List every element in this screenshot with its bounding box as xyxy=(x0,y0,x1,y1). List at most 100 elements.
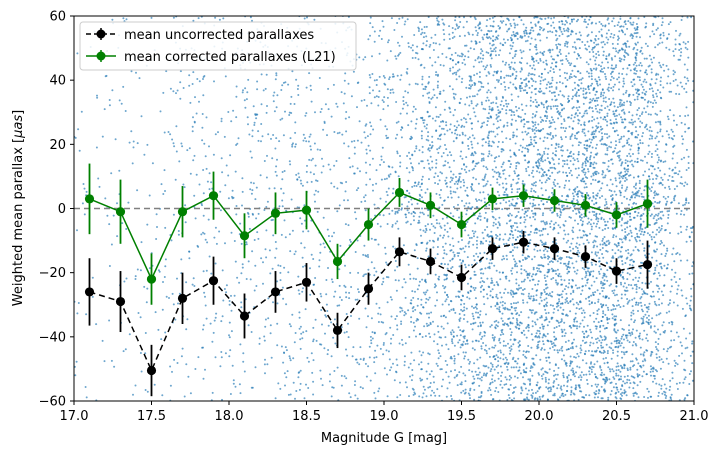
scatter-point xyxy=(409,223,412,226)
scatter-point xyxy=(673,119,675,122)
scatter-point xyxy=(661,17,664,20)
scatter-point xyxy=(357,271,360,274)
scatter-point xyxy=(631,191,634,194)
scatter-point xyxy=(467,358,470,361)
scatter-point xyxy=(601,61,604,64)
scatter-point xyxy=(307,360,310,363)
scatter-point xyxy=(597,392,600,395)
scatter-point xyxy=(146,390,149,393)
scatter-point xyxy=(566,59,569,62)
scatter-point xyxy=(542,203,545,206)
scatter-point xyxy=(384,83,387,86)
scatter-point xyxy=(621,186,623,189)
scatter-point xyxy=(627,252,630,255)
scatter-point xyxy=(570,386,573,389)
scatter-point xyxy=(157,328,160,331)
scatter-point xyxy=(486,234,489,237)
scatter-point xyxy=(343,375,346,378)
scatter-point xyxy=(573,51,576,54)
scatter-point xyxy=(636,248,639,251)
scatter-point xyxy=(647,390,650,393)
scatter-point xyxy=(514,375,516,378)
scatter-point xyxy=(657,159,660,161)
scatter-point xyxy=(470,79,473,82)
scatter-point xyxy=(499,176,502,179)
scatter-point xyxy=(578,243,581,246)
scatter-point xyxy=(560,30,563,33)
scatter-point xyxy=(653,33,656,36)
scatter-point xyxy=(560,394,563,397)
scatter-point xyxy=(596,222,598,225)
scatter-point xyxy=(452,66,454,69)
scatter-point xyxy=(632,387,635,390)
scatter-point xyxy=(357,288,359,291)
scatter-point xyxy=(473,111,476,114)
scatter-point xyxy=(561,349,564,352)
scatter-point xyxy=(437,56,440,59)
scatter-point xyxy=(434,33,437,36)
scatter-point xyxy=(472,154,475,157)
scatter-point xyxy=(638,337,641,340)
scatter-point xyxy=(292,357,295,360)
scatter-point xyxy=(464,380,467,383)
scatter-point xyxy=(603,335,606,338)
scatter-point xyxy=(544,181,547,184)
scatter-point xyxy=(508,397,511,399)
scatter-point xyxy=(678,49,681,51)
scatter-point xyxy=(577,222,579,225)
scatter-point xyxy=(593,391,596,394)
scatter-point xyxy=(674,38,677,41)
scatter-point xyxy=(498,244,501,247)
scatter-point xyxy=(85,313,88,316)
scatter-point xyxy=(657,167,660,169)
scatter-point xyxy=(499,349,502,352)
scatter-point xyxy=(570,174,573,177)
scatter-point xyxy=(364,362,367,365)
scatter-point xyxy=(534,321,536,324)
scatter-point xyxy=(490,277,493,280)
scatter-point xyxy=(506,121,509,124)
scatter-point xyxy=(553,308,556,310)
scatter-point xyxy=(275,137,278,140)
scatter-point xyxy=(644,155,646,158)
scatter-point xyxy=(362,357,365,360)
scatter-point xyxy=(501,141,504,144)
scatter-point xyxy=(529,96,532,99)
scatter-point xyxy=(619,370,622,373)
scatter-point xyxy=(404,20,407,23)
scatter-point xyxy=(518,366,521,369)
scatter-point xyxy=(198,183,201,186)
scatter-point xyxy=(434,257,437,260)
scatter-point xyxy=(353,146,356,149)
scatter-point xyxy=(428,91,431,94)
scatter-point xyxy=(313,142,316,145)
scatter-point xyxy=(560,211,563,214)
scatter-point xyxy=(280,345,283,348)
scatter-point xyxy=(247,260,250,263)
scatter-point xyxy=(559,48,562,51)
scatter-point xyxy=(500,374,502,377)
scatter-point xyxy=(549,30,552,33)
scatter-point xyxy=(511,243,514,246)
scatter-point xyxy=(393,379,396,382)
scatter-point xyxy=(445,121,448,124)
scatter-point xyxy=(289,325,292,328)
scatter-point xyxy=(499,351,502,354)
scatter-point xyxy=(556,37,559,40)
scatter-point xyxy=(592,97,595,100)
scatter-point xyxy=(611,219,614,222)
scatter-point xyxy=(604,382,606,385)
scatter-point xyxy=(565,241,568,244)
scatter-point xyxy=(411,154,414,157)
scatter-point xyxy=(592,246,595,249)
scatter-point xyxy=(448,38,451,40)
scatter-point xyxy=(436,96,439,99)
scatter-point xyxy=(680,344,683,347)
scatter-point xyxy=(674,43,677,46)
scatter-point xyxy=(192,19,195,22)
scatter-point xyxy=(299,217,302,220)
scatter-point xyxy=(297,289,300,292)
scatter-point xyxy=(583,316,586,319)
scatter-point xyxy=(613,115,616,118)
scatter-point xyxy=(492,130,495,133)
